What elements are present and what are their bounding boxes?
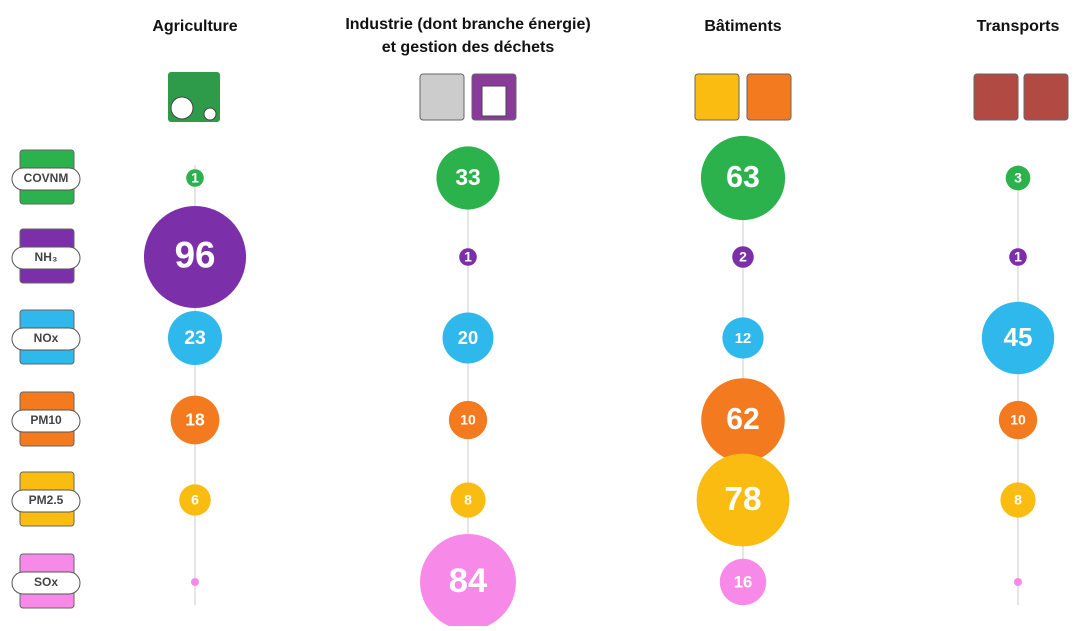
bubble bbox=[1000, 482, 1036, 518]
icon-industry bbox=[419, 73, 465, 121]
value-label: 10 bbox=[460, 412, 476, 428]
pollutant-label: NOx bbox=[34, 331, 59, 345]
bubble bbox=[719, 558, 767, 606]
value-label: 8 bbox=[464, 492, 472, 508]
category-label: Bâtiments bbox=[704, 18, 781, 35]
pollutant-cloud bbox=[11, 489, 81, 513]
value-label: 1 bbox=[1014, 249, 1022, 265]
value-label: 63 bbox=[726, 161, 760, 194]
value-label: 84 bbox=[449, 562, 488, 600]
pollutant-label: SOx bbox=[34, 575, 58, 589]
bubble bbox=[170, 395, 220, 445]
bubble bbox=[732, 246, 754, 268]
bubble bbox=[448, 400, 488, 440]
pollutant-label: NH₃ bbox=[35, 250, 58, 264]
value-label: 20 bbox=[458, 327, 478, 348]
value-label: 8 bbox=[1014, 492, 1022, 508]
value-label: 10 bbox=[1010, 412, 1026, 428]
pollutant-label: PM2.5 bbox=[29, 493, 64, 507]
value-label: 96 bbox=[175, 235, 216, 276]
value-label: 3 bbox=[1014, 170, 1022, 186]
bubble bbox=[700, 135, 786, 221]
bubble bbox=[981, 301, 1055, 375]
value-label: 18 bbox=[185, 410, 205, 430]
bubble bbox=[696, 453, 790, 547]
pollutant-cloud bbox=[11, 167, 81, 191]
bubble bbox=[191, 578, 199, 586]
pollutant-cloud bbox=[11, 409, 81, 433]
pollutant-label: PM10 bbox=[30, 413, 62, 427]
value-label: 62 bbox=[726, 403, 759, 436]
value-label: 12 bbox=[735, 331, 752, 347]
value-label: 23 bbox=[184, 327, 206, 349]
pollutant-label: COVNM bbox=[24, 171, 69, 185]
value-label: 2 bbox=[739, 249, 747, 265]
sector-icons bbox=[168, 72, 1069, 122]
bubble bbox=[459, 248, 477, 266]
category-label: Agriculture bbox=[152, 18, 237, 35]
bubble bbox=[436, 146, 500, 210]
icon-house bbox=[694, 73, 740, 121]
bubble bbox=[1014, 578, 1022, 586]
category-label: Industrie (dont branche énergie) bbox=[345, 16, 590, 33]
bubble bbox=[1009, 248, 1027, 266]
bubble bbox=[998, 400, 1038, 440]
pollutant-cloud bbox=[11, 571, 81, 595]
pollutant-cloud bbox=[11, 327, 81, 351]
bubble bbox=[450, 482, 486, 518]
bubble bbox=[167, 310, 223, 366]
bubble bbox=[701, 378, 785, 462]
bubble bbox=[420, 534, 516, 630]
value-label: 45 bbox=[1004, 322, 1033, 352]
value-label: 1 bbox=[464, 249, 472, 265]
bubble bbox=[179, 484, 211, 516]
bubble bbox=[186, 169, 204, 187]
bubble bbox=[143, 205, 247, 309]
icon-building bbox=[746, 73, 792, 121]
icon-train bbox=[1023, 73, 1069, 121]
pollutant-cloud bbox=[11, 246, 81, 270]
bubble bbox=[722, 317, 764, 359]
category-label: Transports bbox=[977, 18, 1060, 35]
value-label: 1 bbox=[191, 170, 199, 186]
icon-agriculture bbox=[170, 96, 194, 120]
bubble bbox=[1005, 165, 1031, 191]
icon-waste bbox=[481, 85, 507, 117]
category-label: et gestion des déchets bbox=[382, 39, 555, 56]
bubble bbox=[442, 312, 494, 364]
icon-agriculture bbox=[203, 107, 217, 121]
icon-truck bbox=[973, 73, 1019, 121]
value-label: 6 bbox=[191, 492, 199, 508]
value-label: 78 bbox=[724, 481, 761, 518]
value-label: 33 bbox=[455, 164, 480, 190]
value-label: 16 bbox=[734, 572, 753, 591]
